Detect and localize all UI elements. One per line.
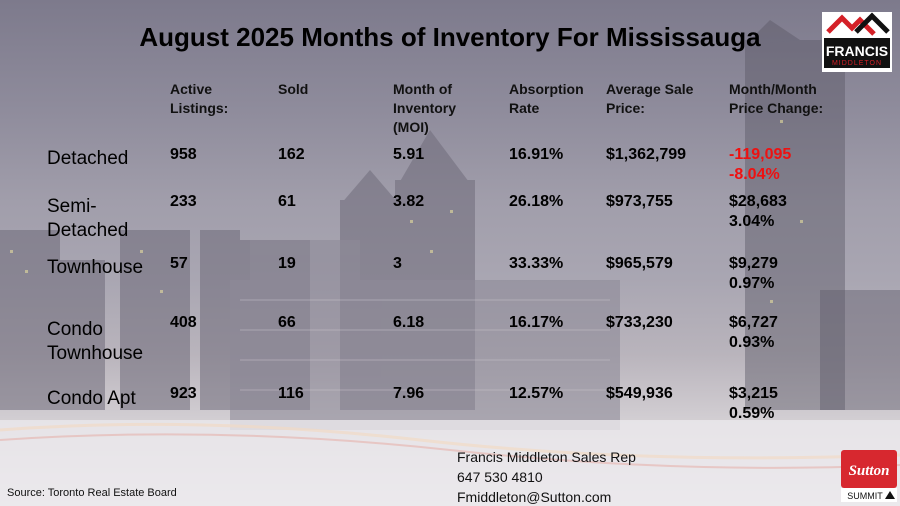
cell-moi: 3 [393,255,402,272]
contact-block: Francis Middleton Sales Rep 647 530 4810… [457,447,636,506]
sutton-summit-logo: Sutton SUMMIT [841,450,897,502]
row-label-line: Semi- [47,196,97,217]
logo-sutton-text: Sutton [849,463,890,479]
cell-moi: 6.18 [393,314,425,331]
price-change-percent: 0.97% [729,275,775,292]
row-label-line: Townhouse [47,343,144,364]
cell-active-listings: 233 [170,193,197,210]
row-label-line: Detached [47,148,129,169]
cell-price-change: $28,683 3.04% [729,192,787,232]
row-label-line: Condo [47,319,103,340]
contact-email: Fmiddleton@Sutton.com [457,489,612,505]
cell-absorption-rate: 16.17% [509,314,564,331]
cell-active-listings: 57 [170,255,188,272]
cell-sold: 66 [278,314,296,331]
header-absorption-rate: Absorption Rate [509,80,629,118]
page-title: August 2025 Months of Inventory For Miss… [139,22,761,52]
logo-summit-text: SUMMIT [847,491,883,501]
header-line: Rate [509,100,540,116]
header-active-listings: Active Listings: [170,80,290,118]
cell-moi: 3.82 [393,193,425,210]
cell-average-price: $1,362,799 [606,146,687,163]
row-label-townhouse: Townhouse [47,256,167,280]
price-change-percent: -8.04% [729,166,780,183]
francis-middleton-logo: FRANCIS MIDDLETON [822,12,892,72]
price-change-percent: 3.04% [729,213,775,230]
cell-average-price: $733,230 [606,314,673,331]
cell-absorption-rate: 16.91% [509,146,564,163]
cell-average-price: $973,755 [606,193,673,210]
price-change-amount: $3,215 [729,385,778,402]
header-moi: Month of Inventory (MOI) [393,80,513,137]
row-label-semi-detached: Semi- Detached [47,195,167,243]
contact-phone: 647 530 4810 [457,469,543,485]
cell-active-listings: 958 [170,146,197,163]
row-label-condo-apt: Condo Apt [47,387,167,411]
cell-price-change: $9,279 0.97% [729,254,778,294]
logo-francis-text: FRANCIS [826,43,888,59]
price-change-percent: 0.59% [729,405,775,422]
cell-sold: 61 [278,193,296,210]
cell-average-price: $965,579 [606,255,673,272]
header-line: Price: [606,100,645,116]
header-line: Listings: [170,100,229,116]
header-price-change: Month/Month Price Change: [729,80,869,118]
row-label-line: Detached [47,220,129,241]
row-label-line: Townhouse [47,257,144,278]
source-note: Source: Toronto Real Estate Board [7,487,177,499]
header-line: (MOI) [393,119,429,135]
price-change-amount: $6,727 [729,314,778,331]
header-line: Month of [393,81,453,97]
cell-average-price: $549,936 [606,385,673,402]
header-line: Average Sale [606,81,694,97]
logo-middleton-text: MIDDLETON [832,60,882,67]
cell-absorption-rate: 12.57% [509,385,564,402]
cell-sold: 19 [278,255,296,272]
header-average-sale-price: Average Sale Price: [606,80,726,118]
price-change-amount: -119,095 [729,146,792,163]
cell-sold: 116 [278,385,304,402]
row-label-condo-townhouse: Condo Townhouse [47,318,167,366]
header-line: Month/Month [729,81,817,97]
header-line: Price Change: [729,100,824,116]
cell-price-change: $6,727 0.93% [729,313,778,353]
cell-active-listings: 408 [170,314,197,331]
cell-price-change: -119,095 -8.04% [729,145,791,185]
header-sold: Sold [278,80,398,99]
row-label-detached: Detached [47,147,167,171]
cell-moi: 7.96 [393,385,425,402]
cell-active-listings: 923 [170,385,197,402]
header-line: Active [170,81,213,97]
price-change-percent: 0.93% [729,334,775,351]
cell-price-change: $3,215 0.59% [729,384,778,424]
price-change-amount: $9,279 [729,255,778,272]
header-line: Sold [278,81,309,97]
row-label-line: Condo Apt [47,388,136,409]
cell-sold: 162 [278,146,305,163]
contact-name: Francis Middleton Sales Rep [457,449,636,465]
header-line: Inventory [393,100,457,116]
cell-moi: 5.91 [393,146,425,163]
cell-absorption-rate: 33.33% [509,255,564,272]
cell-absorption-rate: 26.18% [509,193,564,210]
header-line: Absorption [509,81,584,97]
price-change-amount: $28,683 [729,193,787,210]
